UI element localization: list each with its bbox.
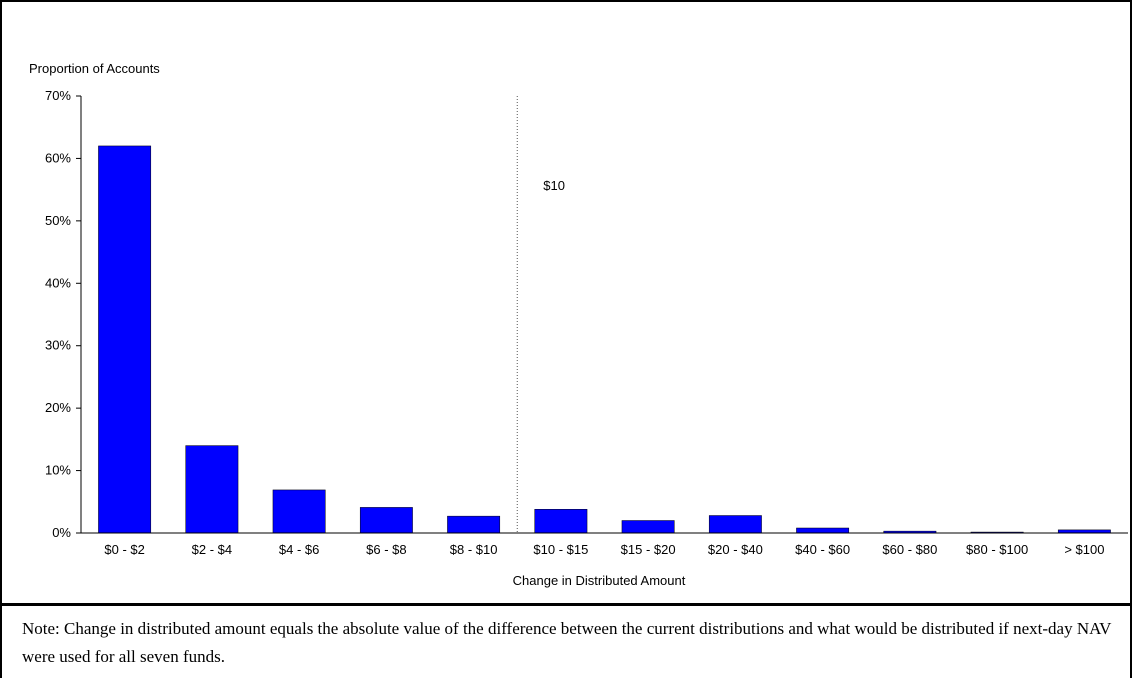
y-tick-label: 60% [45, 150, 71, 165]
x-tick-label: $60 - $80 [882, 542, 937, 557]
reference-line-label: $10 [543, 178, 565, 193]
bar [98, 145, 152, 534]
bar [359, 507, 413, 534]
chart-note: Note: Change in distributed amount equal… [22, 619, 1112, 666]
bar-chart: Proportion of Accounts Change in Distrib… [29, 61, 1128, 588]
x-tick-label: $20 - $40 [708, 542, 763, 557]
y-tick-label: 20% [45, 400, 71, 415]
y-tick-label: 40% [45, 275, 71, 290]
x-tick-label: $40 - $60 [795, 542, 850, 557]
bar [534, 509, 588, 534]
y-axis-title: Proportion of Accounts [29, 61, 160, 76]
chart-panel: Proportion of Accounts Change in Distrib… [2, 2, 1132, 606]
bar [621, 520, 675, 534]
y-tick-label: 0% [52, 525, 71, 540]
y-tick-label: 50% [45, 213, 71, 228]
y-tick-label: 10% [45, 463, 71, 478]
x-tick-label: $4 - $6 [279, 542, 319, 557]
bar [796, 527, 850, 534]
bars [98, 145, 1111, 534]
bar [272, 489, 326, 534]
x-axis: $0 - $2 $2 - $4 $4 - $6 $6 - $8 $8 - $10 $10 … [81, 532, 1128, 557]
x-tick-label: $15 - $20 [621, 542, 676, 557]
x-axis-title: Change in Distributed Amount [513, 573, 686, 588]
bar [185, 445, 239, 534]
x-tick-label: $6 - $8 [366, 542, 406, 557]
x-tick-label: > $100 [1064, 542, 1104, 557]
y-tick-label: 30% [45, 338, 71, 353]
x-tick-label: $80 - $100 [966, 542, 1028, 557]
x-tick-label: $8 - $10 [450, 542, 498, 557]
bar [708, 515, 762, 534]
reference-line-group: $10 [516, 96, 565, 533]
x-tick-label: $2 - $4 [192, 542, 232, 557]
y-tick-label: 70% [45, 88, 71, 103]
x-tick-label: $0 - $2 [104, 542, 144, 557]
bar [447, 515, 501, 534]
x-tick-label: $10 - $15 [533, 542, 588, 557]
y-axis: 0% 10% 20% 30% 40% 50% 60% 70% [45, 88, 82, 540]
